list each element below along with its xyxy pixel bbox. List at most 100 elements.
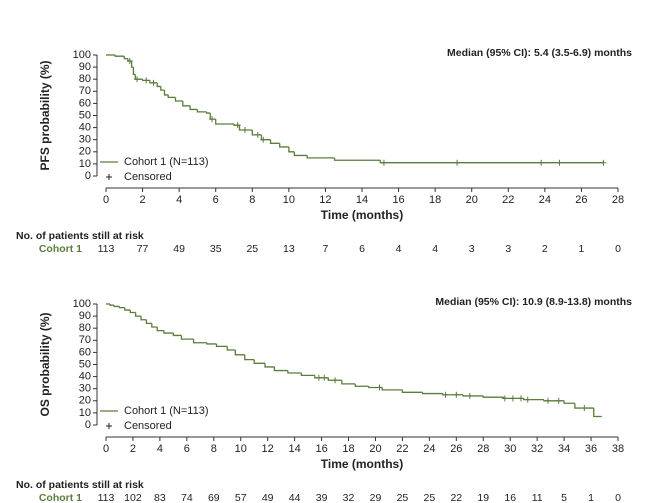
km-step	[333, 157, 381, 161]
censor-mark	[143, 77, 150, 84]
km-step	[209, 113, 216, 120]
y-tick-label: 20	[79, 395, 91, 407]
km-step	[118, 306, 125, 309]
km-step	[156, 82, 161, 88]
x-tick-label: 14	[356, 194, 368, 206]
y-tick-label: 10	[79, 158, 91, 170]
km-step	[574, 403, 594, 409]
risk-count: 49	[173, 243, 185, 255]
risk-count: 57	[235, 492, 247, 503]
y-tick-label: 40	[79, 122, 91, 134]
x-tick-label: 28	[477, 443, 489, 455]
km-step	[160, 86, 165, 91]
x-axis-label: Time (months)	[321, 208, 403, 222]
x-tick-label: 22	[502, 194, 514, 206]
km-step	[215, 119, 234, 125]
km-step	[124, 307, 131, 311]
risk-count: 25	[424, 492, 436, 503]
censor-mark	[209, 116, 216, 123]
censor-mark	[556, 159, 563, 166]
km-step	[421, 392, 443, 395]
risk-count: 113	[98, 243, 115, 255]
censor-mark	[454, 159, 461, 166]
x-tick-label: 14	[289, 443, 301, 455]
km-step	[130, 61, 134, 68]
x-tick-label: 28	[612, 194, 624, 206]
x-tick-label: 4	[176, 194, 182, 206]
risk-count: 1	[579, 243, 585, 255]
km-step	[182, 100, 191, 107]
risk-count: 2	[542, 243, 548, 255]
censor-mark	[538, 159, 545, 166]
risk-count: 29	[370, 492, 382, 503]
km-step	[174, 97, 183, 102]
risk-count: 77	[137, 243, 149, 255]
risk-count: 113	[98, 492, 115, 503]
censor-mark	[254, 131, 261, 138]
km-step	[234, 349, 245, 356]
y-tick-label: 100	[73, 298, 91, 310]
x-tick-label: 38	[612, 443, 624, 455]
censor-mark	[442, 391, 449, 398]
censor-mark	[555, 397, 562, 404]
x-tick-label: 10	[235, 443, 247, 455]
y-tick-label: 100	[73, 49, 91, 61]
y-tick-label: 70	[79, 85, 91, 97]
y-tick-label: 30	[79, 134, 91, 146]
median-annotation: Median (95% CI): 10.9 (8.9-13.8) months	[435, 296, 632, 308]
risk-count: 32	[343, 492, 355, 503]
risk-count: 74	[181, 492, 193, 503]
censor-mark	[134, 76, 141, 83]
x-tick-label: 8	[249, 194, 255, 206]
censor-mark	[332, 377, 339, 384]
x-tick-label: 20	[369, 443, 381, 455]
risk-count: 35	[210, 243, 222, 255]
risk-count: 83	[154, 492, 166, 503]
censor-mark	[544, 397, 551, 404]
km-step	[132, 67, 136, 76]
risk-count: 6	[359, 243, 365, 255]
x-tick-label: 2	[140, 194, 146, 206]
km-step	[167, 94, 176, 98]
risk-count: 49	[262, 492, 274, 503]
censor-mark	[517, 395, 524, 402]
risk-count: 102	[124, 492, 142, 503]
km-step	[354, 383, 369, 387]
risk-count: 25	[397, 492, 409, 503]
km-step	[151, 323, 158, 328]
risk-count: 44	[289, 492, 301, 503]
km-step	[300, 372, 315, 377]
km-step	[114, 55, 125, 57]
km-step	[145, 319, 152, 325]
y-tick-label: 40	[79, 371, 91, 383]
km-step	[163, 330, 174, 334]
x-tick-label: 16	[315, 443, 327, 455]
km-step	[379, 160, 604, 164]
y-tick-label: 70	[79, 334, 91, 346]
censor-mark	[241, 127, 248, 134]
km-step	[244, 354, 255, 361]
legend-censor-symbol	[106, 423, 112, 429]
x-tick-label: 2	[130, 443, 136, 455]
x-tick-label: 10	[283, 194, 295, 206]
km-step	[113, 305, 120, 308]
km-step	[288, 146, 295, 153]
risk-count: 0	[615, 243, 621, 255]
y-tick-label: 80	[79, 322, 91, 334]
km-step	[196, 109, 207, 113]
risk-count: 69	[208, 492, 220, 503]
x-tick-label: 0	[103, 194, 109, 206]
km-step	[251, 130, 262, 136]
risk-count: 22	[450, 492, 462, 503]
y-axis-label: OS probability (%)	[38, 312, 52, 416]
y-tick-label: 20	[79, 146, 91, 158]
km-step	[269, 139, 280, 144]
km-step	[156, 326, 164, 332]
km-step	[264, 363, 275, 368]
x-tick-label: 6	[213, 194, 219, 206]
km-step	[123, 56, 128, 60]
km-step	[140, 316, 147, 321]
risk-row-label: Cohort 1	[39, 492, 82, 503]
